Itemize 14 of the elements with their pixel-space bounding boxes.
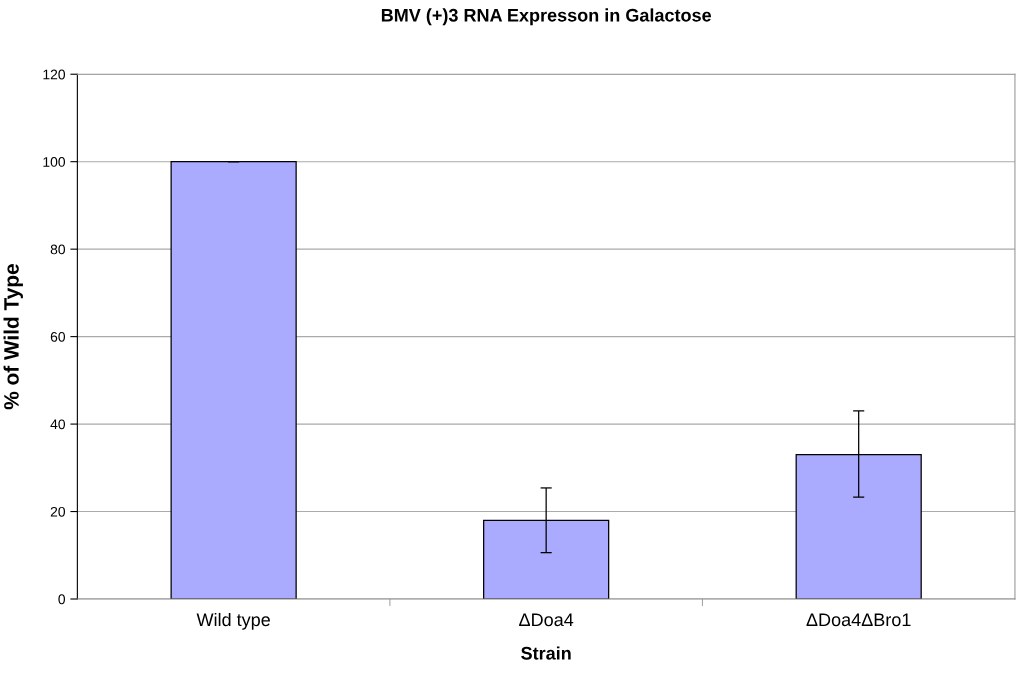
- x-axis-title: Strain: [521, 646, 571, 660]
- y-tick-label: 120: [43, 69, 66, 80]
- y-tick-label: 20: [50, 506, 66, 517]
- x-tick-label: ΔDoa4ΔBro1: [806, 613, 911, 627]
- y-tick-label: 40: [50, 419, 66, 430]
- x-tick-label: Wild type: [196, 612, 270, 630]
- y-tick-label: 80: [50, 244, 66, 255]
- chart-title: BMV (+)3 RNA Expresson in Galactose: [381, 8, 712, 26]
- y-tick-label: 60: [50, 331, 66, 342]
- y-tick-label: 100: [43, 157, 66, 167]
- y-tick-label: 0: [58, 594, 66, 605]
- x-tick-label: ΔDoa4: [519, 613, 574, 627]
- y-axis-title: % of Wild Type: [3, 264, 23, 410]
- bar: [170, 161, 297, 600]
